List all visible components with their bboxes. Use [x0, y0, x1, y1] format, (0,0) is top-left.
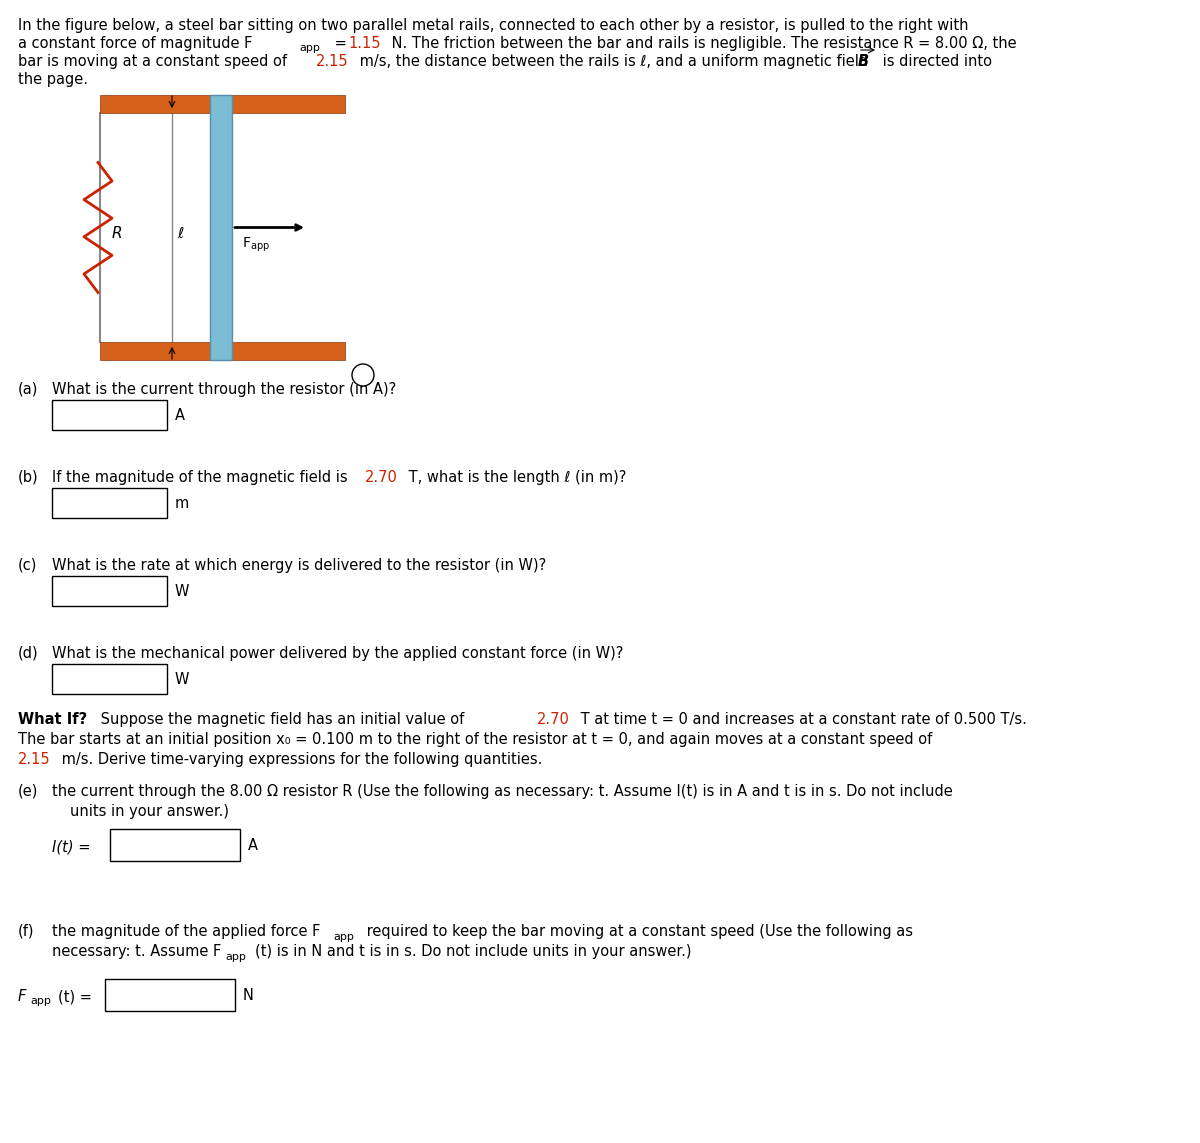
Text: (d): (d): [18, 646, 38, 661]
Text: B: B: [858, 54, 869, 69]
Text: (t) =: (t) =: [58, 989, 92, 1004]
Text: (t) is in N and t is in s. Do not include units in your answer.): (t) is in N and t is in s. Do not includ…: [256, 944, 691, 959]
Text: =: =: [330, 35, 352, 51]
Text: 2.70: 2.70: [365, 470, 398, 485]
Text: F: F: [18, 989, 26, 1004]
Text: What is the current through the resistor (in A)?: What is the current through the resistor…: [52, 382, 396, 397]
Text: app: app: [299, 43, 320, 53]
Text: units in your answer.): units in your answer.): [70, 804, 229, 820]
Text: app: app: [30, 996, 50, 1006]
Text: Suppose the magnetic field has an initial value of: Suppose the magnetic field has an initia…: [96, 712, 469, 727]
Text: (f): (f): [18, 924, 35, 940]
Text: F$_{\mathregular{app}}$: F$_{\mathregular{app}}$: [242, 235, 270, 254]
Text: What is the rate at which energy is delivered to the resistor (in W)?: What is the rate at which energy is deli…: [52, 558, 546, 573]
Text: N. The friction between the bar and rails is negligible. The resistance R = 8.00: N. The friction between the bar and rail…: [386, 35, 1016, 51]
Text: m/s, the distance between the rails is ℓ, and a uniform magnetic field: m/s, the distance between the rails is ℓ…: [355, 54, 872, 69]
Text: A: A: [175, 408, 185, 423]
Text: required to keep the bar moving at a constant speed (Use the following as: required to keep the bar moving at a con…: [362, 924, 913, 940]
Text: R: R: [112, 225, 122, 240]
Text: (c): (c): [18, 558, 37, 573]
Text: a constant force of magnitude F: a constant force of magnitude F: [18, 35, 252, 51]
Text: (b): (b): [18, 470, 38, 485]
Bar: [110, 829, 240, 861]
Text: m/s. Derive time-varying expressions for the following quantities.: m/s. Derive time-varying expressions for…: [58, 752, 542, 767]
Text: 2.15: 2.15: [18, 752, 50, 767]
Text: (e): (e): [18, 784, 38, 799]
Text: N: N: [242, 988, 254, 1002]
Text: app: app: [226, 952, 246, 962]
Text: 2.15: 2.15: [316, 54, 349, 69]
Text: In the figure below, a steel bar sitting on two parallel metal rails, connected : In the figure below, a steel bar sitting…: [18, 18, 968, 33]
Text: 2.70: 2.70: [538, 712, 570, 727]
Text: ℓ: ℓ: [178, 225, 184, 240]
Text: The bar starts at an initial position x₀ = 0.100 m to the right of the resistor : The bar starts at an initial position x₀…: [18, 732, 932, 748]
Bar: [52, 488, 167, 518]
Bar: [52, 664, 167, 694]
Bar: [100, 342, 346, 360]
Text: (a): (a): [18, 382, 38, 397]
Text: the magnitude of the applied force F: the magnitude of the applied force F: [52, 924, 320, 940]
Bar: [106, 980, 235, 1012]
Bar: [52, 576, 167, 606]
Text: is directed into: is directed into: [878, 54, 992, 69]
Text: W: W: [175, 583, 190, 599]
Text: What If?: What If?: [18, 712, 88, 727]
Text: the current through the 8.00 Ω resistor R (Use the following as necessary: t. As: the current through the 8.00 Ω resistor …: [52, 784, 953, 799]
Text: m: m: [175, 496, 190, 511]
Text: app: app: [334, 932, 354, 942]
Text: necessary: t. Assume F: necessary: t. Assume F: [52, 944, 221, 959]
Text: A: A: [248, 838, 258, 853]
Bar: [52, 400, 167, 430]
Circle shape: [352, 363, 374, 386]
Text: i: i: [361, 373, 365, 386]
Text: T at time t = 0 and increases at a constant rate of 0.500 T/s.: T at time t = 0 and increases at a const…: [576, 712, 1027, 727]
Bar: [210, 95, 232, 360]
Text: 1.15: 1.15: [348, 35, 380, 51]
Bar: [100, 95, 346, 113]
Text: T, what is the length ℓ (in m)?: T, what is the length ℓ (in m)?: [404, 470, 626, 485]
Text: What is the mechanical power delivered by the applied constant force (in W)?: What is the mechanical power delivered b…: [52, 646, 623, 661]
Text: the page.: the page.: [18, 72, 88, 87]
Text: bar is moving at a constant speed of: bar is moving at a constant speed of: [18, 54, 292, 69]
Text: If the magnitude of the magnetic field is: If the magnitude of the magnetic field i…: [52, 470, 353, 485]
Text: W: W: [175, 671, 190, 687]
Text: I(t) =: I(t) =: [52, 839, 90, 854]
